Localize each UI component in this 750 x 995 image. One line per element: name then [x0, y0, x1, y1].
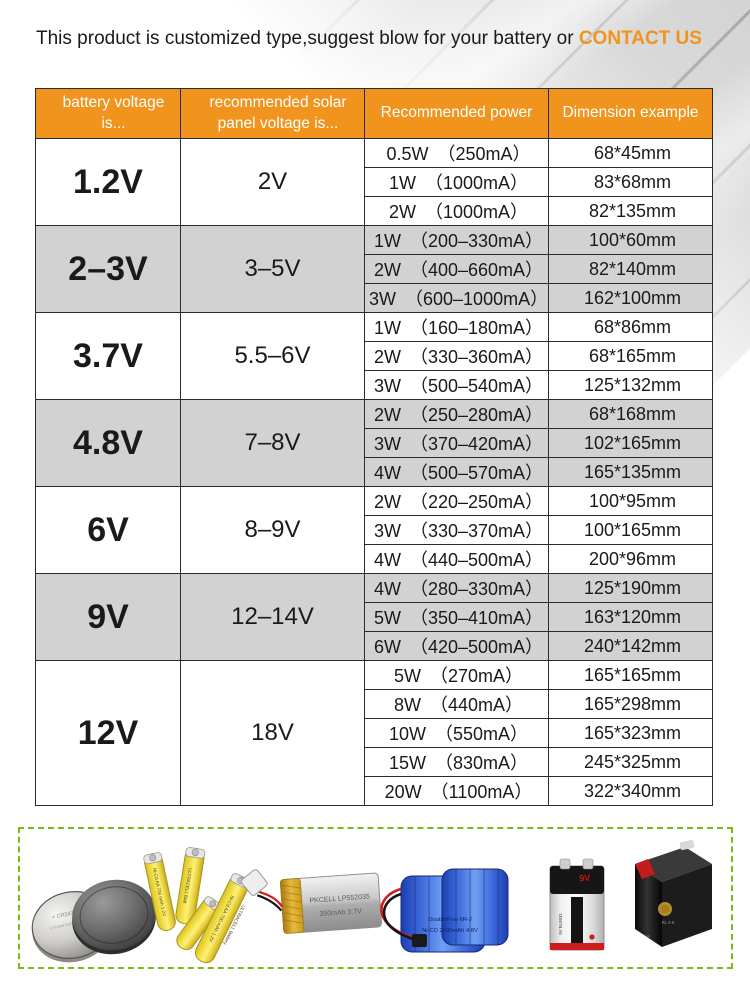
svg-text:RL 4-6: RL 4-6 [662, 920, 675, 925]
svg-text:9V BL9931: 9V BL9931 [558, 913, 563, 935]
svg-text:CE: CE [646, 934, 650, 938]
svg-text:9V: 9V [579, 873, 591, 884]
svg-text:Ni-CD 2000mAh 4.8V: Ni-CD 2000mAh 4.8V [422, 928, 478, 934]
svg-text:DoublePow 6R-J: DoublePow 6R-J [428, 917, 472, 923]
